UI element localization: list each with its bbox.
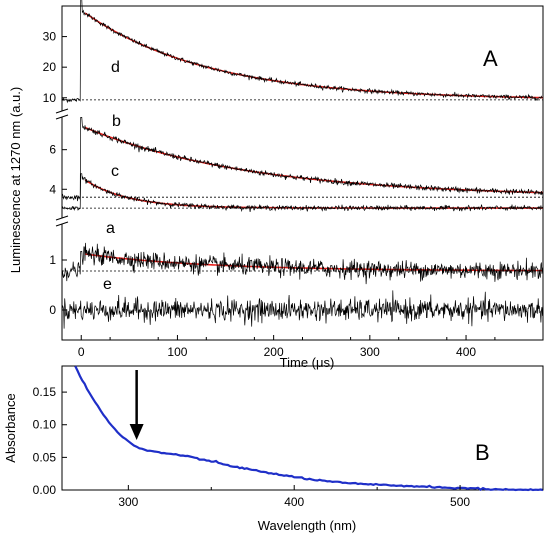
fit-c	[84, 179, 543, 209]
panel-a-x-axis-title: Time (μs)	[280, 355, 335, 370]
x-tick-label: 500	[450, 495, 470, 509]
trace-c	[61, 173, 544, 213]
panel-b-label: B	[475, 440, 490, 465]
axis-break-slash	[55, 221, 69, 227]
curve-label-b: b	[112, 113, 121, 130]
panel-a-axis-breaks	[55, 108, 69, 227]
curve-label-d: d	[111, 59, 120, 76]
x-tick-label: 400	[456, 345, 476, 359]
x-tick-label: 300	[118, 495, 138, 509]
trace-d	[61, 0, 544, 104]
panel-a-fit-curves	[84, 12, 544, 272]
panel-a-traces	[61, 0, 544, 329]
y-tick-label: 0.10	[33, 418, 57, 432]
panel-b-x-ticks: 300 400 500	[118, 485, 544, 509]
y-tick-label: 1	[49, 253, 56, 267]
trace-e	[61, 290, 544, 329]
panel-a: 10 20 30 4 6 0 1 0 100 200 300 400 d b c a e Time (μs)…	[8, 0, 544, 370]
axis-break-gap	[60, 218, 64, 224]
absorbance-curve	[74, 365, 544, 492]
x-tick-label: 0	[78, 345, 85, 359]
x-tick-label: 200	[264, 345, 284, 359]
y-tick-label: 0.05	[33, 450, 57, 464]
y-tick-label: 0	[49, 303, 56, 317]
panel-b-frame	[61, 365, 544, 491]
y-tick-label: 0.00	[33, 483, 57, 497]
panel-a-curve-labels: d b c a e	[103, 59, 121, 293]
panel-b: 0.00 0.05 0.10 0.15 300 400 500 Wavelength (n…	[3, 365, 544, 533]
panel-b-x-axis-title: Wavelength (nm)	[258, 518, 357, 533]
axis-break-slash	[55, 108, 69, 114]
x-tick-label: 400	[284, 495, 304, 509]
x-tick-label: 300	[360, 345, 380, 359]
fit-d	[84, 12, 544, 99]
curve-label-a: a	[106, 220, 115, 237]
panel-a-x-ticks: 0 100 200 300 400	[61, 335, 544, 359]
arrow-head	[129, 424, 144, 440]
y-tick-label: 6	[49, 143, 56, 157]
y-tick-label: 20	[43, 60, 57, 74]
y-tick-label: 30	[43, 30, 57, 44]
curve-label-c: c	[111, 163, 119, 180]
wavelength-arrow	[129, 370, 144, 440]
axis-break-slash	[55, 114, 69, 120]
trace-b	[61, 117, 544, 202]
panel-a-frame	[61, 5, 544, 341]
axis-break-slash	[55, 215, 69, 221]
x-tick-label: 100	[167, 345, 187, 359]
panel-a-y-ticks: 10 20 30 4 6 0 1	[43, 30, 67, 317]
fit-b	[84, 126, 544, 194]
panel-b-y-axis-title: Absorbance	[3, 393, 18, 462]
panel-a-baselines	[62, 99, 543, 272]
axis-break-gap	[60, 111, 64, 117]
y-tick-label: 10	[43, 91, 57, 105]
y-tick-label: 4	[49, 182, 56, 196]
panel-a-label: A	[483, 46, 498, 71]
y-tick-label: 0.15	[33, 385, 57, 399]
curve-label-e: e	[103, 276, 112, 293]
panel-a-y-axis-title: Luminescence at 1270 nm (a.u.)	[8, 87, 23, 273]
panel-b-y-ticks: 0.00 0.05 0.10 0.15	[33, 385, 67, 497]
trace-a	[61, 242, 544, 285]
